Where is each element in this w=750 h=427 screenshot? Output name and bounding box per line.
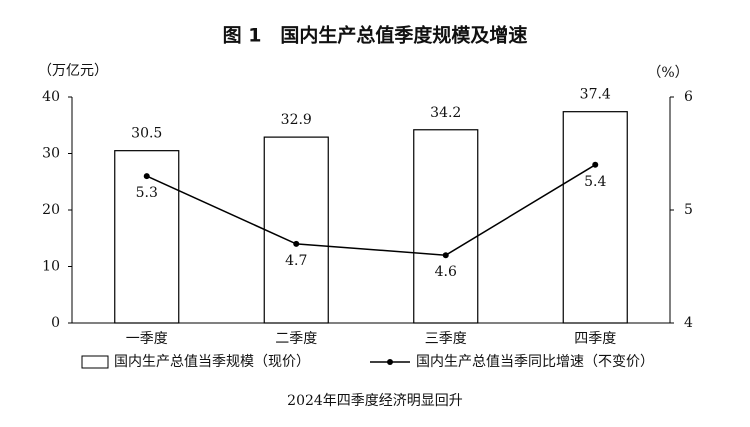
bar-value-label: 34.2	[430, 105, 461, 121]
caption: 2024年四季度经济明显回升	[287, 393, 463, 409]
y2-axis-label: （%）	[647, 65, 688, 81]
y2-tick-label: 4	[684, 315, 693, 331]
legend-label: 国内生产总值当季规模（现价）	[114, 354, 310, 370]
bar	[413, 129, 479, 324]
bar-value-label: 30.5	[131, 126, 162, 142]
x-tick-label: 三季度	[425, 331, 467, 347]
line-value-label: 5.4	[584, 174, 606, 190]
line-point	[293, 240, 300, 247]
y-tick-label: 0	[51, 315, 60, 331]
bar	[263, 136, 329, 324]
y-tick-label: 10	[42, 259, 60, 275]
bar-value-label: 37.4	[580, 87, 611, 103]
bar	[114, 150, 180, 324]
y-tick-label: 20	[42, 202, 60, 218]
y-tick-label: 30	[42, 146, 60, 162]
y-tick-label: 40	[42, 89, 60, 105]
y2-tick-label: 5	[684, 202, 693, 218]
x-tick-label: 一季度	[126, 331, 168, 347]
line	[146, 164, 596, 256]
line-value-label: 4.6	[435, 264, 457, 280]
legend-swatch	[81, 355, 109, 369]
chart-title: 图 1 国内生产总值季度规模及增速	[223, 24, 528, 47]
line-value-label: 5.3	[136, 185, 158, 201]
x-tick-label: 四季度	[574, 331, 616, 347]
line-value-label: 4.7	[285, 253, 307, 269]
line-point	[592, 161, 599, 168]
x-tick-label: 二季度	[275, 331, 317, 347]
legend-label: 国内生产总值当季同比增速（不变价）	[416, 354, 654, 370]
y-axis-label: （万亿元）	[38, 63, 108, 79]
bar	[562, 111, 628, 324]
y2-tick-label: 6	[684, 89, 693, 105]
line-point	[143, 173, 150, 180]
legend-swatch-point	[387, 359, 393, 365]
bar-value-label: 32.9	[281, 112, 312, 128]
line-point	[442, 252, 449, 259]
